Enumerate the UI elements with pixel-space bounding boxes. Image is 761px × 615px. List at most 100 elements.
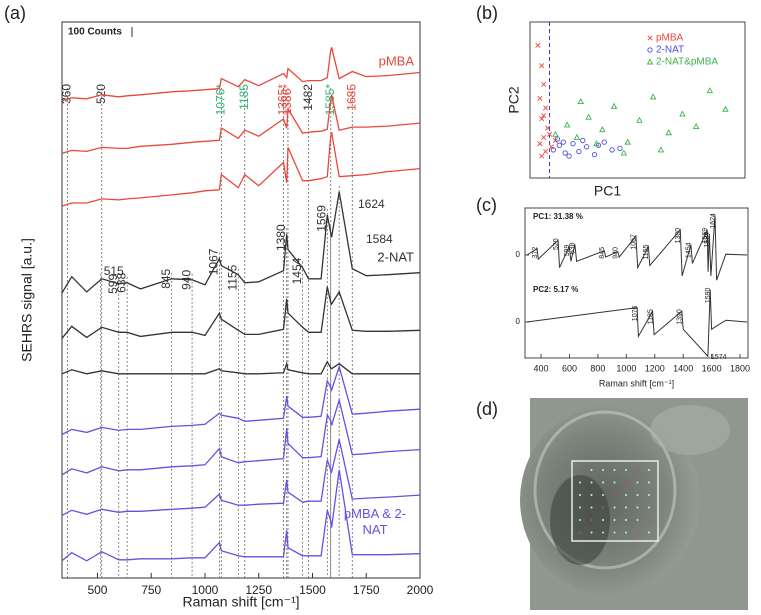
loading-trace	[526, 215, 748, 281]
x-tick-label: 1400	[673, 363, 693, 373]
scatter-point	[552, 130, 559, 137]
plot-frame	[61, 21, 421, 579]
scatter-point	[585, 113, 592, 120]
scatter-point	[537, 95, 543, 101]
scatter-point	[609, 147, 615, 153]
series-label: pMBA	[379, 53, 415, 68]
peak-label: 1076	[632, 305, 639, 321]
scan-dot	[579, 506, 581, 509]
scan-dot	[625, 481, 627, 484]
peak-label: 1454	[686, 242, 693, 258]
x-tick-label: 1750	[353, 583, 380, 597]
spectrum	[61, 364, 421, 436]
loading-trace	[526, 289, 748, 358]
x-axis-label: Raman shift [cm⁻¹]	[599, 378, 674, 388]
peak-label: 515	[104, 264, 124, 278]
cell-feature	[650, 405, 730, 455]
subplot-title: PC1: 31.38 %	[533, 212, 583, 221]
scatter-point	[722, 105, 729, 112]
scan-dot	[579, 481, 581, 484]
x-tick-label: 800	[590, 363, 605, 373]
scale-bar-label: 100 Counts	[68, 27, 122, 38]
y-axis-label: PC2	[506, 86, 522, 113]
peak-label: 1365*	[276, 84, 290, 116]
x-tick-label: 1500	[299, 583, 326, 597]
peak-label: 1155	[643, 245, 650, 260]
scatter-point	[679, 110, 686, 117]
spectrum	[61, 94, 421, 155]
peak-label: 1185	[237, 84, 251, 110]
scatter-point	[539, 116, 545, 122]
scatter-point	[543, 148, 549, 154]
scan-dot	[613, 481, 616, 484]
scan-dot	[590, 481, 593, 484]
peak-label: 360	[60, 84, 74, 104]
scan-dot	[648, 481, 650, 484]
scan-dot	[648, 519, 650, 521]
scan-dot	[579, 519, 581, 521]
scatter-point	[617, 145, 623, 152]
scan-dot	[579, 531, 581, 534]
scatter-point	[649, 93, 657, 100]
scatter-point	[706, 87, 714, 94]
peak-label: 1380	[675, 228, 682, 244]
scatter-point	[580, 137, 586, 144]
plot-frame	[524, 207, 749, 359]
peak-label: 1590	[705, 287, 712, 303]
scatter-point	[562, 150, 568, 156]
panel-label: (b)	[476, 3, 498, 23]
peak-label: 1584	[704, 232, 711, 248]
scatter-point	[539, 153, 545, 159]
scatter-point	[665, 129, 673, 136]
peak-label: 1482	[301, 84, 315, 111]
legend-marker	[646, 58, 654, 65]
scatter-point	[620, 149, 628, 156]
peak-label: 1624	[358, 197, 385, 211]
scatter-point	[577, 98, 585, 105]
scatter-point	[593, 140, 600, 147]
scatter-point	[566, 153, 572, 159]
scatter-point	[570, 141, 576, 147]
scatter-point	[554, 136, 561, 142]
x-tick-label: 2000	[407, 583, 434, 597]
scan-dot	[613, 469, 616, 471]
x-tick-label: 1200	[645, 363, 665, 373]
scatter-point	[591, 151, 598, 158]
scan-dot	[625, 531, 627, 534]
x-axis-label: Raman shift [cm⁻¹]	[182, 594, 299, 610]
scatter-point	[556, 142, 562, 148]
peak-label: 1584	[366, 232, 393, 246]
spectrum	[61, 439, 421, 516]
spectrum	[61, 47, 421, 102]
x-tick-label: 1000	[616, 363, 636, 373]
scan-dot	[636, 519, 639, 521]
scan-dot	[648, 506, 650, 509]
x-tick-label: 600	[562, 363, 577, 373]
x-tick-label: 1250	[245, 583, 272, 597]
x-tick-label: 1600	[702, 363, 722, 373]
peak-label: 1685	[344, 84, 358, 111]
peak-label: 520	[553, 238, 560, 250]
scatter-point	[573, 133, 581, 140]
scatter-point	[560, 139, 566, 145]
peak-label: 638	[114, 272, 128, 292]
scan-dot	[648, 469, 650, 471]
x-tick-label: 1800	[730, 363, 750, 373]
y-tick-label: 0	[516, 317, 521, 326]
scan-dot	[590, 506, 593, 509]
series-label: 2-NAT	[377, 249, 414, 264]
scan-dot	[602, 531, 604, 534]
scatter-point	[624, 138, 631, 145]
scan-dot	[602, 481, 604, 484]
peak-label: 1574	[711, 354, 727, 361]
panel-label: (d)	[476, 399, 498, 419]
scatter-point	[692, 122, 700, 129]
scan-dot	[590, 519, 593, 521]
peak-label: 520	[94, 84, 108, 104]
scatter-point	[535, 42, 541, 48]
peak-label: 1624	[710, 213, 717, 229]
scan-dot	[636, 531, 639, 534]
peak-label: 845	[599, 247, 606, 259]
plot-frame	[529, 21, 746, 179]
